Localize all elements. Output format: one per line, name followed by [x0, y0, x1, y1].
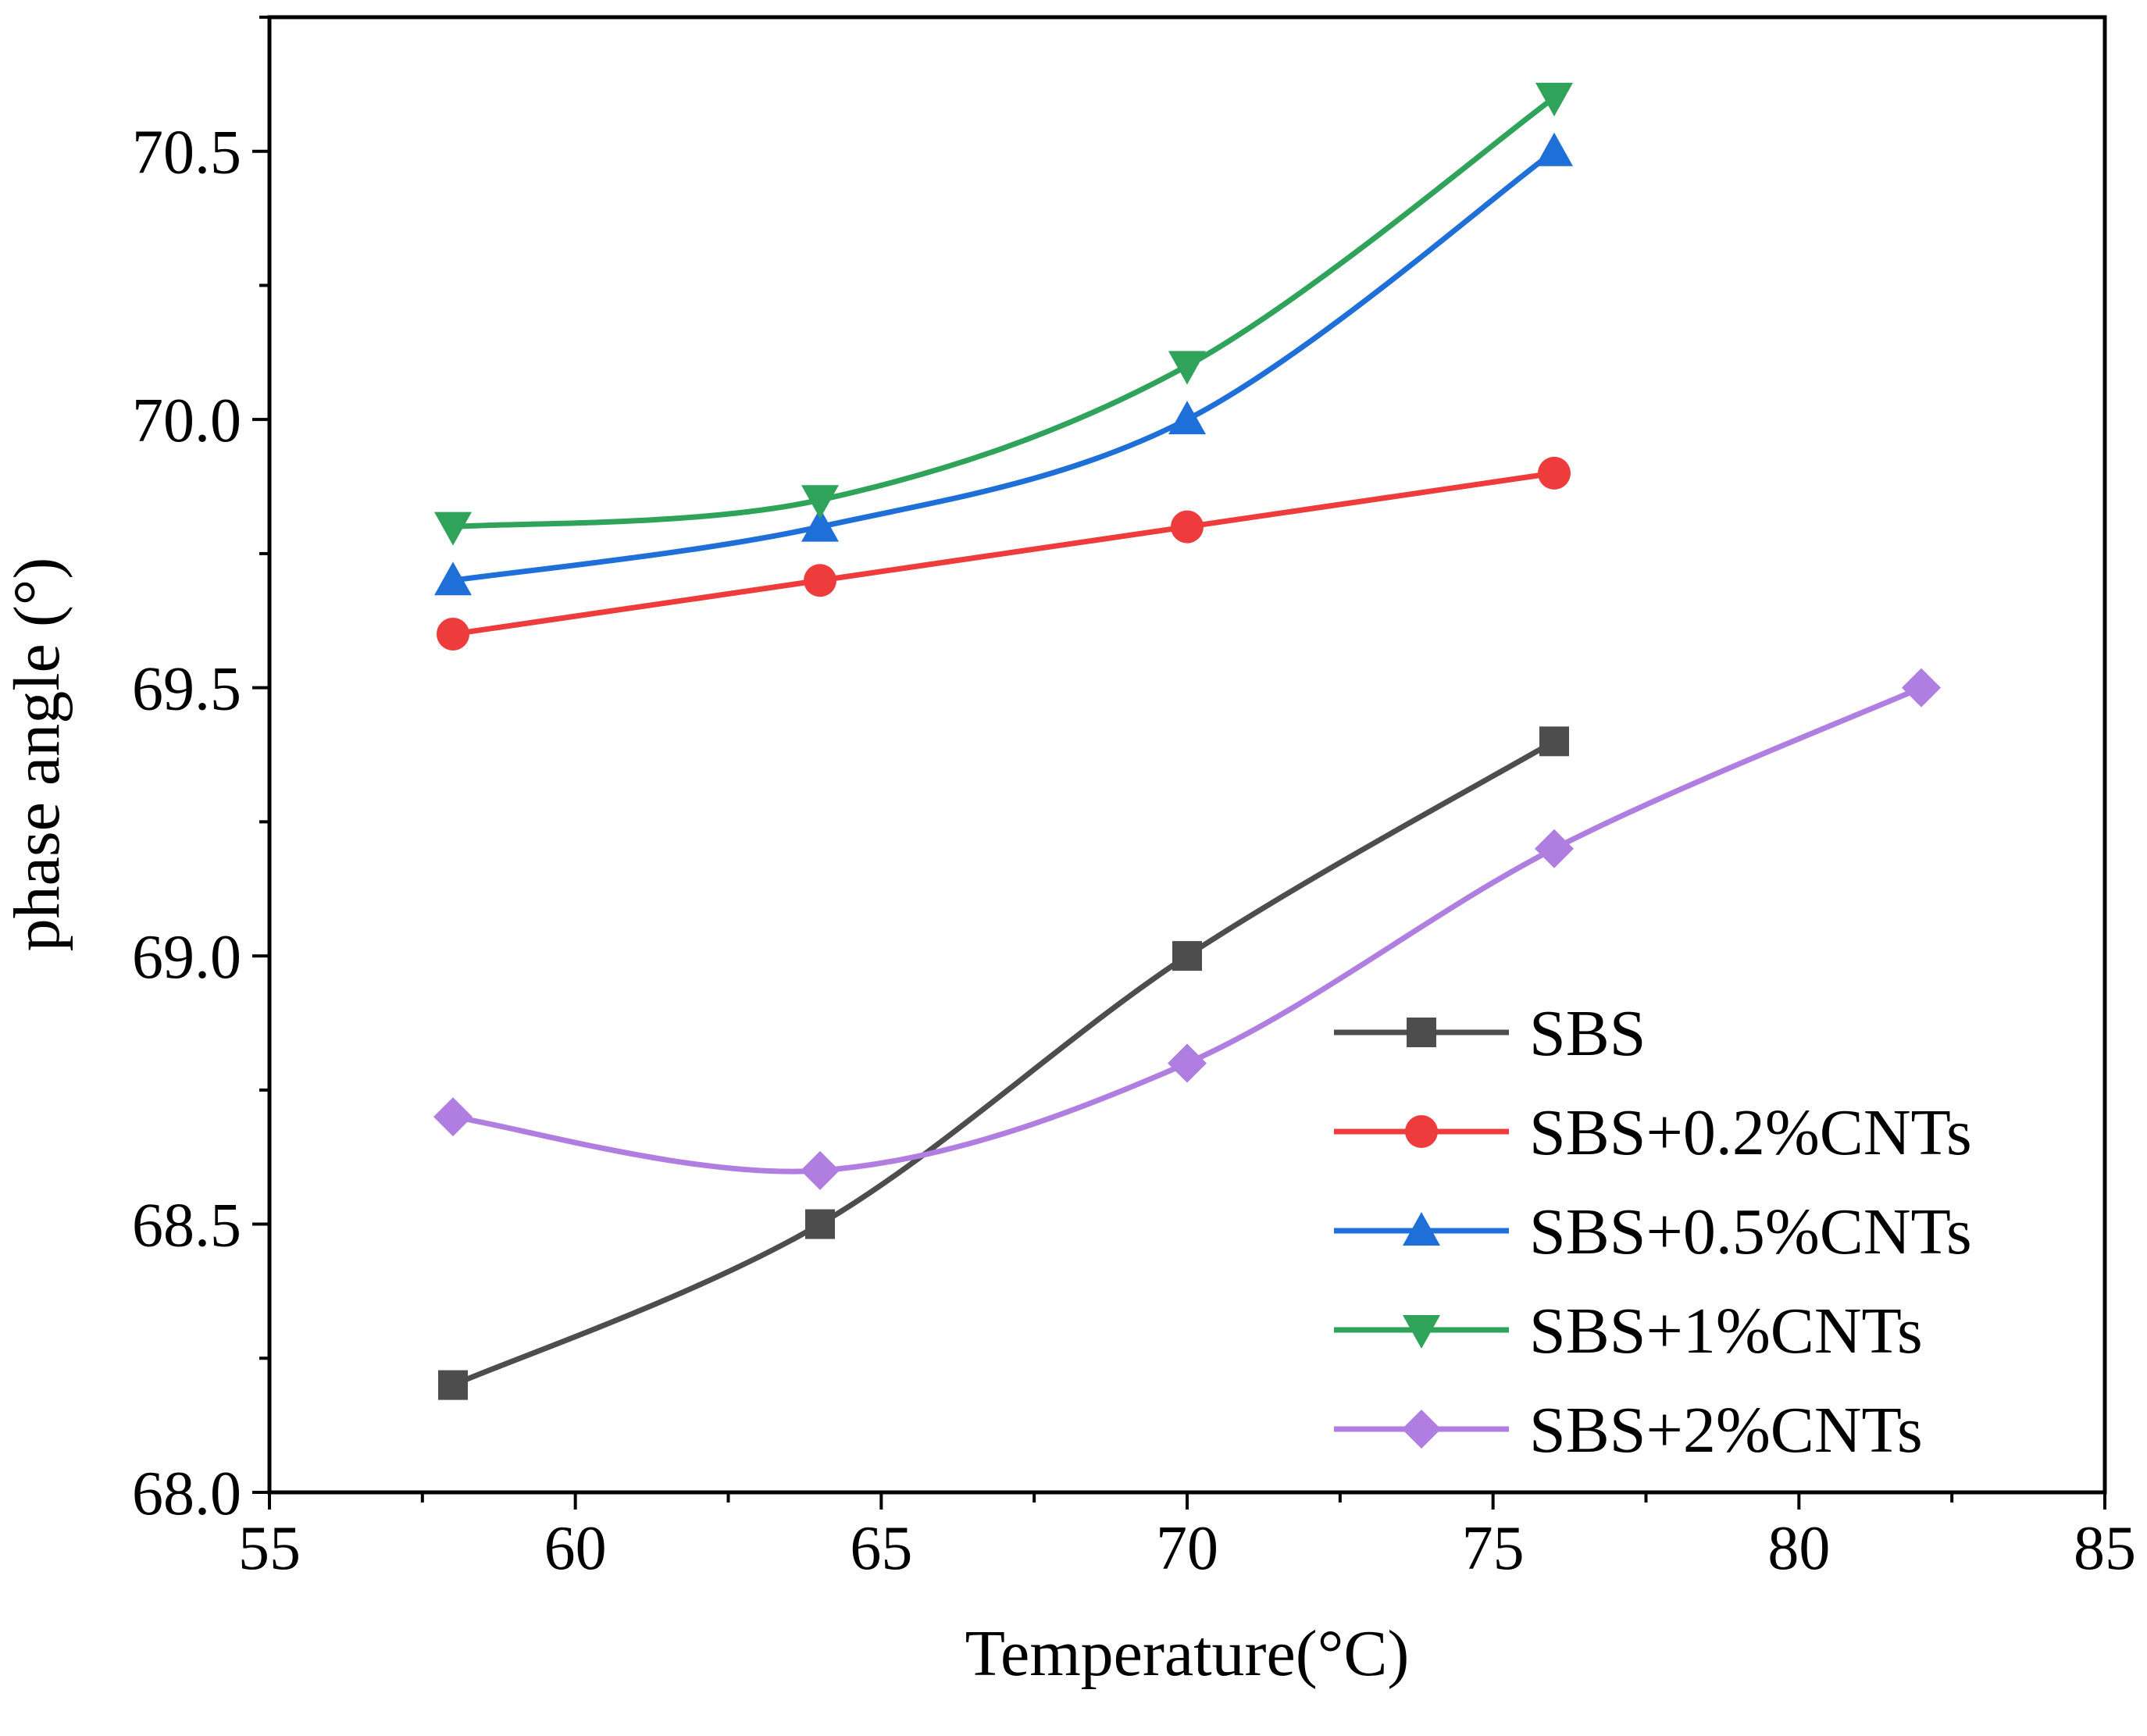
x-tick-label: 70: [1156, 1514, 1218, 1583]
y-tick-label: 70.5: [132, 119, 241, 187]
tick-labels: 55 60 65 70 75 80 85 68.0 68.5 69.0 69.5 70.0 70.5: [132, 119, 2136, 1583]
x-tick-label: 55: [238, 1514, 301, 1583]
y-tick-label: 70.0: [132, 387, 241, 455]
data-point-0: [1539, 726, 1569, 757]
y-axis-title: phase angle (°): [1, 558, 73, 952]
x-tick-label: 85: [2074, 1514, 2136, 1583]
data-point-0: [805, 1209, 835, 1239]
series-line-3: [450, 94, 1557, 530]
data-point-1: [1171, 510, 1204, 544]
legend-marker: [1403, 1212, 1440, 1246]
data-point-2: [434, 561, 472, 596]
legend: SBS SBS+0.2%CNTs SBS+0.5%CNTs SBS+1%CNTs SBS…: [1334, 997, 1972, 1467]
x-axis-title: Temperature(°C): [965, 1617, 1410, 1690]
data-point-2: [1535, 132, 1573, 166]
series-line-1: [450, 470, 1557, 637]
legend-item: SBS: [1334, 997, 1646, 1070]
data-point-1: [1538, 456, 1571, 490]
y-tick-label: 68.5: [132, 1192, 241, 1260]
series-lines: [450, 94, 1924, 1388]
data-point-1: [804, 564, 836, 597]
legend-item: SBS+0.5%CNTs: [1334, 1196, 1972, 1268]
data-point-4: [433, 1097, 473, 1137]
axis-ticks: [252, 16, 2106, 1510]
legend-item: SBS+0.2%CNTs: [1334, 1096, 1972, 1169]
legend-label: SBS: [1529, 997, 1646, 1070]
legend-label: SBS+0.2%CNTs: [1529, 1096, 1972, 1169]
data-point-2: [801, 508, 839, 542]
legend-item: SBS+2%CNTs: [1334, 1394, 1923, 1467]
series-markers: [433, 83, 1941, 1400]
legend-label: SBS+0.5%CNTs: [1529, 1196, 1972, 1268]
x-tick-label: 60: [544, 1514, 607, 1583]
data-point-4: [1902, 668, 1941, 708]
y-tick-label: 69.0: [132, 923, 241, 992]
legend-marker: [1403, 1315, 1440, 1349]
data-point-1: [437, 617, 469, 651]
data-point-4: [1535, 829, 1574, 868]
y-tick-label: 69.5: [132, 655, 241, 724]
data-point-3: [1535, 83, 1573, 117]
series-line-0: [450, 738, 1557, 1388]
x-tick-label: 75: [1462, 1514, 1525, 1583]
data-point-2: [1168, 401, 1206, 435]
data-point-3: [1168, 351, 1206, 385]
data-point-3: [801, 485, 839, 519]
data-point-0: [1172, 941, 1202, 971]
legend-marker: [1402, 1410, 1441, 1449]
legend-label: SBS+2%CNTs: [1529, 1394, 1923, 1467]
legend-marker: [1405, 1115, 1438, 1148]
x-tick-label: 80: [1767, 1514, 1830, 1583]
data-point-3: [434, 512, 472, 546]
legend-item: SBS+1%CNTs: [1334, 1295, 1923, 1367]
legend-marker: [1407, 1018, 1436, 1047]
data-point-0: [438, 1370, 468, 1400]
y-tick-label: 68.0: [132, 1460, 241, 1528]
data-point-4: [1168, 1043, 1207, 1083]
x-tick-label: 65: [850, 1514, 912, 1583]
series-line-2: [450, 148, 1557, 583]
legend-label: SBS+1%CNTs: [1529, 1295, 1923, 1367]
plot-frame: [267, 15, 2107, 1495]
data-point-4: [801, 1150, 840, 1190]
